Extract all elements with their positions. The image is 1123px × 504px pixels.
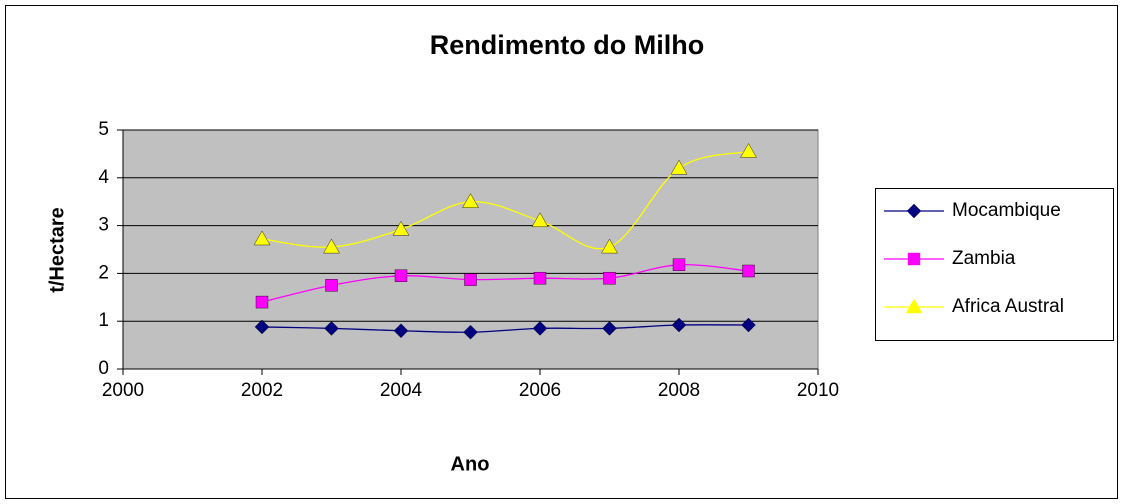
marker bbox=[906, 203, 922, 219]
y-tick-label: 3 bbox=[98, 215, 109, 236]
y-tick-label: 1 bbox=[98, 310, 109, 331]
marker bbox=[602, 321, 617, 336]
marker bbox=[672, 258, 686, 271]
y-tick-label: 2 bbox=[98, 262, 109, 283]
marker bbox=[603, 271, 616, 285]
y-tick-label: 0 bbox=[98, 358, 109, 379]
marker bbox=[323, 238, 340, 254]
marker bbox=[740, 143, 757, 158]
marker bbox=[531, 212, 549, 228]
series-line bbox=[261, 150, 749, 250]
marker bbox=[670, 159, 688, 175]
marker bbox=[325, 279, 338, 292]
x-tick-label: 2002 bbox=[241, 380, 283, 401]
marker bbox=[464, 273, 477, 286]
marker bbox=[392, 221, 410, 236]
marker bbox=[324, 321, 339, 336]
x-tick-label: 2000 bbox=[102, 380, 144, 401]
legend-label: Mocambique bbox=[952, 200, 1061, 221]
marker bbox=[255, 295, 269, 309]
marker bbox=[907, 252, 921, 266]
x-tick-label: 2008 bbox=[658, 380, 700, 401]
legend-label: Zambia bbox=[952, 248, 1016, 269]
marker bbox=[601, 238, 618, 254]
marker bbox=[671, 317, 687, 333]
marker bbox=[253, 230, 271, 246]
marker bbox=[533, 271, 547, 285]
series-line bbox=[261, 264, 749, 303]
marker bbox=[742, 264, 755, 278]
chart-title: Rendimento do Milho bbox=[430, 30, 704, 60]
marker bbox=[254, 319, 270, 335]
marker bbox=[394, 269, 408, 282]
marker bbox=[532, 321, 548, 336]
marker bbox=[463, 324, 478, 340]
x-axis-title: Ano bbox=[451, 453, 490, 475]
y-axis-title: t/Hectare bbox=[46, 207, 68, 293]
x-tick-label: 2006 bbox=[519, 380, 561, 401]
x-tick-label: 2010 bbox=[797, 380, 839, 401]
y-tick-label: 4 bbox=[98, 167, 109, 188]
legend-label: Africa Austral bbox=[952, 296, 1064, 317]
y-tick-label: 5 bbox=[98, 119, 109, 140]
marker bbox=[393, 323, 409, 339]
marker bbox=[905, 298, 923, 314]
x-tick-label: 2004 bbox=[380, 380, 423, 401]
marker bbox=[462, 193, 479, 208]
marker bbox=[741, 317, 756, 333]
